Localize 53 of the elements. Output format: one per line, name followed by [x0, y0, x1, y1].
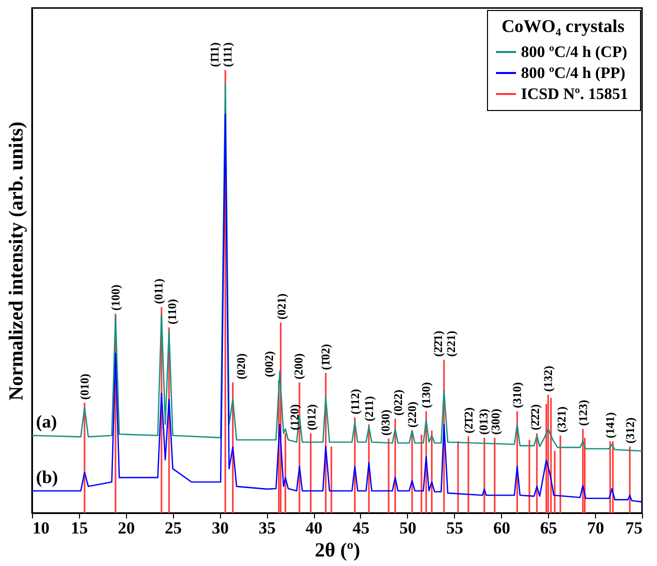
- annotation: (030): [378, 410, 393, 436]
- x-tick-label: 50: [399, 518, 416, 538]
- x-tick-label: 10: [32, 518, 50, 538]
- annotation: (012): [304, 404, 319, 430]
- annotation: (120): [287, 404, 302, 430]
- x-tick-label: 40: [306, 518, 323, 538]
- annotation: (200): [291, 353, 306, 380]
- legend-title: CoWO₄ crystals: [502, 16, 624, 36]
- annotation: (130): [419, 382, 434, 408]
- x-tick-label: 20: [118, 518, 135, 538]
- x-tick-label: 25: [164, 518, 182, 538]
- annotation: (022): [391, 390, 406, 416]
- annotation: (011): [152, 278, 166, 304]
- x-tick-label: 30: [212, 518, 229, 538]
- x-tick-label: 55: [446, 518, 464, 538]
- annotation: (211): [362, 396, 376, 422]
- annotation: (110): [165, 299, 180, 324]
- annotation: (111): [220, 42, 234, 68]
- x-tick-label: 60: [493, 518, 510, 538]
- annotation: (010): [78, 374, 92, 400]
- x-axis-title: 2θ (º): [314, 540, 360, 562]
- legend-label: ICSD Nº. 15851: [521, 86, 628, 103]
- x-tick-label: 35: [258, 518, 276, 538]
- annotation: (100): [108, 284, 123, 311]
- annotation: (312): [622, 418, 637, 444]
- x-tick-label: 75: [626, 518, 642, 538]
- annotation: (2̄2̄2): [528, 404, 542, 430]
- annotation: (221): [444, 330, 458, 357]
- annotation: (013): [476, 408, 490, 435]
- annotation: (b): [36, 466, 58, 487]
- annotation: (310): [510, 382, 524, 408]
- y-axis-title: Normalized intensity (arb. units): [6, 122, 28, 400]
- annotation: (300): [488, 408, 503, 435]
- annotation: (002): [262, 351, 276, 378]
- annotation: (2̄2̄1): [430, 330, 445, 357]
- legend-label: 800 ºC/4 h (CP): [521, 44, 628, 61]
- annotation: (112): [348, 388, 362, 414]
- annotation: (1̄02): [318, 344, 333, 370]
- x-tick-label: 70: [587, 518, 604, 538]
- annotation: (123): [576, 400, 590, 426]
- annotation: (020): [234, 353, 248, 380]
- annotation: (141): [603, 412, 618, 438]
- legend-label: 800 ºC/4 h (PP): [521, 65, 626, 82]
- annotation: (a): [36, 411, 57, 432]
- x-tick-label: 45: [352, 518, 370, 538]
- annotation: (2̄1̄2): [461, 407, 476, 434]
- annotation: (021): [274, 294, 289, 320]
- x-tick-label: 15: [70, 518, 88, 538]
- annotation: (132): [541, 366, 556, 392]
- annotation: (1̄11): [207, 42, 222, 68]
- annotation: (321): [554, 406, 568, 432]
- annotation: (220): [405, 402, 420, 428]
- x-tick-label: 65: [540, 518, 558, 538]
